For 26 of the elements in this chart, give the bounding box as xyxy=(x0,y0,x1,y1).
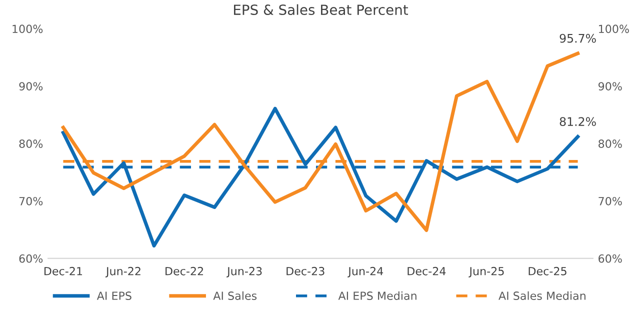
y-tick-label: 100% xyxy=(12,24,43,34)
y-tick-label: 70% xyxy=(19,196,43,206)
legend-label: AI EPS Median xyxy=(338,291,416,300)
x-tick-label: Dec-23 xyxy=(286,266,324,276)
y-tick-label: 90% xyxy=(19,82,43,91)
y2-tick-label: 100% xyxy=(599,24,629,34)
x-tick-label: Jun-24 xyxy=(348,266,384,278)
chart-title: EPS & Sales Beat Percent xyxy=(234,4,408,16)
legend-label: AI EPS xyxy=(96,292,132,300)
x-tick-label: Dec-22 xyxy=(166,266,203,276)
y-tick-label: 80% xyxy=(19,140,43,148)
x-tick-label: Jun-25 xyxy=(468,266,504,278)
y2-tick-label: 90% xyxy=(598,82,622,91)
x-tick-label: Dec-24 xyxy=(408,266,446,276)
x-tick-label: Dec-21 xyxy=(44,266,82,276)
y2-tick-label: 70% xyxy=(598,196,622,206)
x-tick-label: Dec-25 xyxy=(528,266,566,276)
y2-tick-label: 80% xyxy=(598,140,622,148)
legend-label: AI Sales xyxy=(213,291,257,300)
data-label: 81.2% xyxy=(560,117,596,126)
y2-tick-label: 60% xyxy=(598,254,622,263)
x-tick-label: Jun-23 xyxy=(226,266,262,278)
data-label: 95.7% xyxy=(560,34,596,43)
legend-label: AI Sales Median xyxy=(498,291,586,300)
x-tick-label: Jun-22 xyxy=(105,266,140,278)
y-tick-label: 60% xyxy=(19,254,43,263)
